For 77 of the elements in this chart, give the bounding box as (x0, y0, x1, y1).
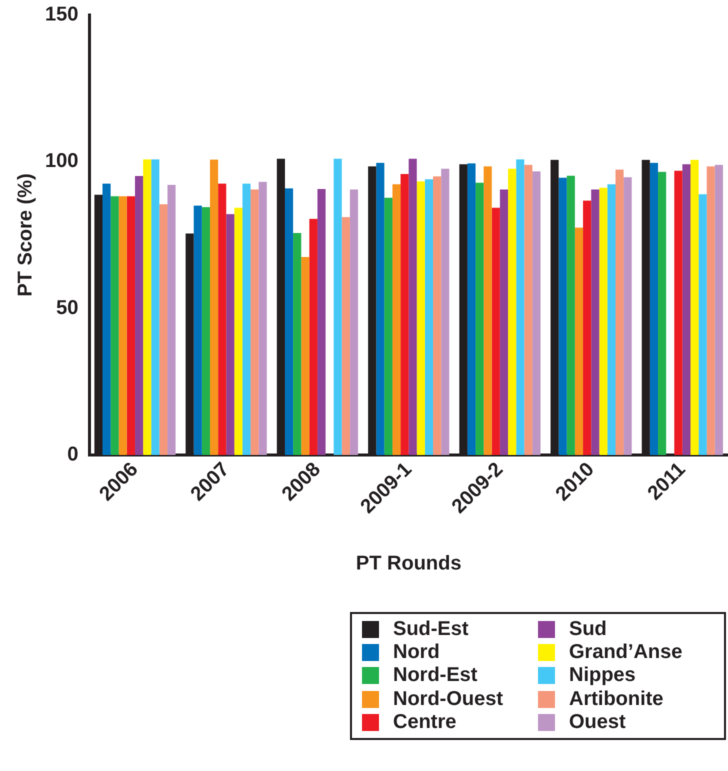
bar (714, 164, 723, 455)
bar (599, 188, 608, 455)
y-tick-label: 100 (44, 150, 78, 172)
bar (392, 184, 401, 455)
bar (384, 198, 392, 455)
bar (698, 194, 707, 455)
bar (210, 160, 218, 455)
legend-label: Grand’Anse (569, 641, 682, 664)
bar (151, 159, 160, 455)
bar (118, 196, 127, 455)
bar (674, 170, 682, 455)
bar (558, 178, 567, 455)
bar (218, 184, 226, 455)
bar (433, 176, 442, 455)
bar (524, 164, 532, 455)
bar (682, 164, 691, 455)
bar (102, 184, 111, 455)
bar (284, 188, 294, 455)
bar (607, 184, 616, 455)
bar (250, 190, 259, 455)
bar (484, 166, 492, 455)
bar (134, 176, 144, 455)
bar (408, 158, 417, 455)
legend-label: Nippes (569, 664, 636, 688)
bar (110, 196, 119, 455)
bar (532, 171, 541, 455)
bar (400, 174, 409, 455)
bar (690, 160, 699, 455)
bar (342, 217, 350, 455)
bar (226, 214, 234, 455)
bar (650, 162, 658, 455)
bar (583, 200, 592, 455)
bar (416, 181, 425, 455)
bar (591, 190, 600, 455)
x-axis-title: PT Rounds (356, 552, 462, 575)
bar (167, 184, 176, 455)
bar (516, 159, 524, 455)
bar (658, 172, 666, 455)
bar (317, 188, 326, 455)
bar (500, 190, 508, 455)
bar (159, 204, 168, 455)
legend-label: Nord-Ouest (393, 688, 503, 711)
bar (301, 256, 310, 455)
legend-label: Nord-Est (393, 664, 478, 688)
bar (126, 196, 135, 455)
legend-label: Sud (569, 618, 607, 642)
bar (194, 206, 202, 455)
y-axis-title: PT Score (%) (14, 173, 37, 297)
bar (441, 168, 450, 455)
bar (508, 168, 516, 455)
bar (350, 190, 358, 455)
bar (143, 159, 152, 455)
legend-label: Sud-Est (393, 618, 469, 642)
bar (616, 170, 624, 455)
bar (293, 232, 302, 455)
bar (624, 177, 632, 455)
legend-label: Ouest (569, 710, 626, 734)
bar (258, 182, 267, 455)
legend-label: Artibonite (569, 688, 664, 711)
bar (309, 218, 318, 455)
bar (706, 166, 715, 455)
bar (202, 207, 210, 455)
legend-label: Nord (393, 641, 440, 664)
bar (574, 228, 584, 455)
bar (334, 158, 342, 455)
bar (476, 182, 484, 455)
bar (242, 184, 251, 455)
bar (566, 176, 575, 455)
y-tick-label: 150 (44, 4, 78, 26)
bar (234, 208, 242, 455)
bar (467, 163, 476, 455)
bar (424, 179, 434, 455)
bar (376, 162, 384, 455)
bar (492, 208, 500, 455)
legend-label: Centre (393, 710, 456, 734)
y-tick-label: 50 (56, 296, 78, 319)
y-tick-label: 0 (67, 444, 78, 466)
